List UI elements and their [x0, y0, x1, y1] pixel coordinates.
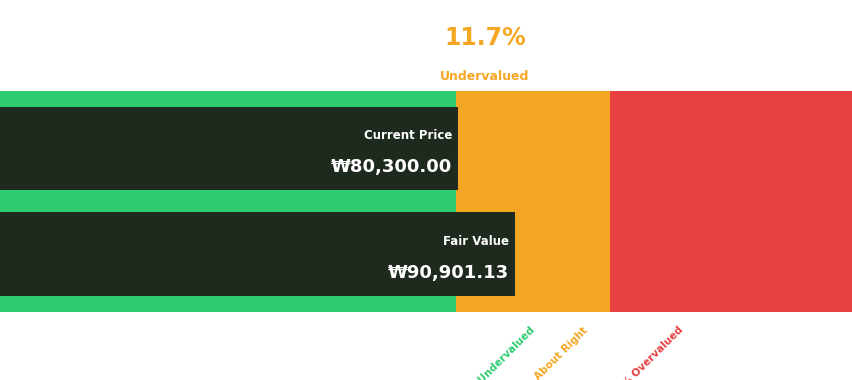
- Text: Undervalued: Undervalued: [440, 70, 529, 82]
- Bar: [609, 91, 852, 312]
- Text: ₩90,901.13: ₩90,901.13: [388, 264, 509, 282]
- Text: ₩80,300.00: ₩80,300.00: [331, 158, 452, 176]
- Bar: [0, 107, 458, 190]
- Bar: [0, 212, 515, 296]
- Text: Fair Value: Fair Value: [443, 235, 509, 248]
- Bar: [0, 91, 456, 312]
- Text: 11.7%: 11.7%: [444, 26, 525, 50]
- Text: Current Price: Current Price: [363, 130, 452, 142]
- Text: About Right: About Right: [532, 325, 590, 380]
- Bar: [456, 91, 609, 312]
- Text: 20% Overvalued: 20% Overvalued: [609, 325, 684, 380]
- Text: 20% Undervalued: 20% Undervalued: [456, 325, 536, 380]
